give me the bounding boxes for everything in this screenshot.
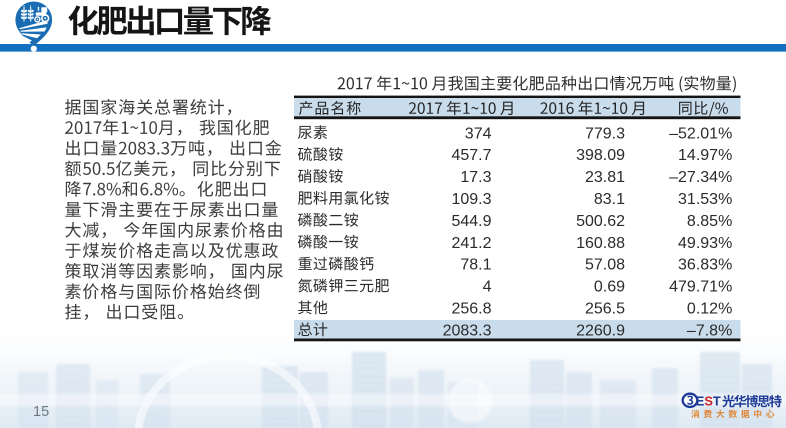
svg-text:457.7: 457.7 — [451, 147, 491, 164]
svg-text:83.1: 83.1 — [594, 191, 625, 208]
svg-text:109.3: 109.3 — [451, 191, 491, 208]
svg-text:160.88: 160.88 — [576, 235, 625, 252]
svg-text:2083.3: 2083.3 — [443, 322, 492, 339]
svg-text:31.53%: 31.53% — [678, 191, 732, 208]
svg-text:57.08: 57.08 — [585, 257, 625, 274]
svg-text:–52.01%: –52.01% — [669, 125, 732, 142]
svg-text:241.2: 241.2 — [451, 235, 491, 252]
svg-text:14.97%: 14.97% — [678, 147, 732, 164]
svg-text:0.12%: 0.12% — [687, 301, 732, 318]
svg-text:49.93%: 49.93% — [678, 235, 732, 252]
svg-text:EST: EST — [696, 393, 721, 408]
svg-text:374: 374 — [465, 125, 492, 142]
svg-text:479.71%: 479.71% — [669, 279, 732, 296]
svg-text:544.9: 544.9 — [451, 213, 491, 230]
svg-text:2260.9: 2260.9 — [576, 322, 625, 339]
svg-text:4: 4 — [483, 279, 492, 296]
svg-text:256.5: 256.5 — [585, 301, 625, 318]
svg-text:–7.8%: –7.8% — [687, 322, 732, 339]
svg-text:23.81: 23.81 — [585, 169, 625, 186]
svg-text:0.69: 0.69 — [594, 279, 625, 296]
svg-text:–27.34%: –27.34% — [669, 169, 732, 186]
svg-text:256.8: 256.8 — [451, 301, 491, 318]
svg-text:500.62: 500.62 — [576, 213, 625, 230]
svg-text:36.83%: 36.83% — [678, 257, 732, 274]
svg-text:779.3: 779.3 — [585, 125, 625, 142]
svg-text:78.1: 78.1 — [460, 257, 491, 274]
svg-text:17.3: 17.3 — [460, 169, 491, 186]
svg-text:15: 15 — [33, 404, 49, 420]
svg-text:8.85%: 8.85% — [687, 213, 732, 230]
svg-text:398.09: 398.09 — [576, 147, 625, 164]
